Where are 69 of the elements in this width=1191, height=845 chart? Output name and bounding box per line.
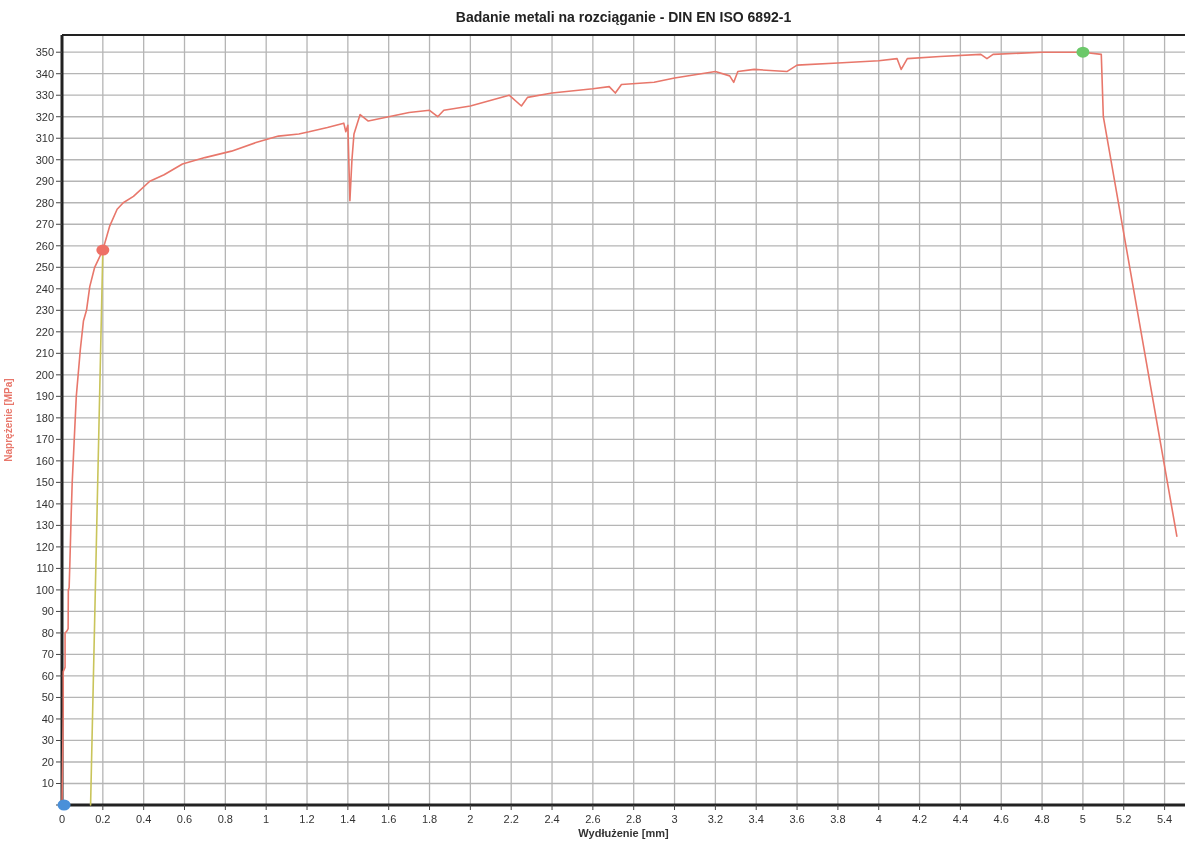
y-tick-label: 60 xyxy=(41,669,54,682)
x-tick-label: 4.4 xyxy=(952,813,969,825)
x-tick-label: 3.6 xyxy=(789,813,805,825)
x-tick-label: 3.4 xyxy=(748,813,764,825)
y-tick-label: 340 xyxy=(35,67,54,80)
y-tick-label: 50 xyxy=(41,691,54,704)
y-tick-label: 200 xyxy=(35,368,54,381)
y-tick-label: 190 xyxy=(35,390,54,403)
x-tick-label: 2.8 xyxy=(626,813,642,825)
y-tick-label: 220 xyxy=(35,325,54,338)
y-tick-label: 330 xyxy=(35,89,54,102)
x-tick-label: 4.8 xyxy=(1034,813,1050,825)
y-tick-label: 140 xyxy=(35,497,54,510)
y-tick-label: 40 xyxy=(41,712,54,725)
y-tick-label: 260 xyxy=(35,239,54,252)
x-tick-label: 5.4 xyxy=(1156,813,1173,825)
x-tick-label: 2.6 xyxy=(585,813,601,825)
point xyxy=(57,799,71,811)
x-tick-label: 2.4 xyxy=(544,813,560,825)
x-tick-label: 4.2 xyxy=(911,813,928,825)
y-tick-label: 250 xyxy=(35,261,54,274)
x-tick-label: 0.6 xyxy=(176,813,193,825)
y-tick-label: 160 xyxy=(35,454,54,467)
point xyxy=(96,244,110,256)
x-tick-label: 1.6 xyxy=(381,813,397,825)
x-tick-label: 3.8 xyxy=(830,813,846,825)
x-tick-label: 0.2 xyxy=(95,813,111,825)
x-axis-title: Wydłużenie [mm] xyxy=(578,827,669,839)
y-tick-label: 70 xyxy=(41,648,54,661)
point xyxy=(1076,46,1090,58)
y-tick-label: 90 xyxy=(41,605,54,618)
y-tick-label: 270 xyxy=(35,218,54,231)
y-tick-label: 150 xyxy=(35,476,54,489)
y-tick-label: 80 xyxy=(41,626,54,639)
y-tick-label: 230 xyxy=(35,304,54,317)
x-tick-label: 0.4 xyxy=(136,813,152,825)
y-tick-label: 280 xyxy=(35,196,54,209)
y-tick-label: 110 xyxy=(36,562,54,575)
x-tick-label: 0 xyxy=(58,813,66,825)
x-tick-label: 1.4 xyxy=(340,813,356,825)
y-tick-label: 10 xyxy=(41,777,54,790)
x-tick-label: 5.2 xyxy=(1116,813,1132,825)
x-tick-label: 2 xyxy=(467,813,474,825)
x-tick-label: 1.2 xyxy=(299,813,315,825)
y-tick-label: 240 xyxy=(35,282,54,295)
y-tick-label: 350 xyxy=(35,46,54,59)
y-tick-label: 320 xyxy=(35,110,54,123)
x-tick-label: 1 xyxy=(263,813,270,825)
chart-title: Badanie metali na rozciąganie - DIN EN ISO 6892-1 xyxy=(455,9,792,25)
x-tick-label: 3 xyxy=(671,813,678,825)
y-tick-label: 120 xyxy=(35,540,54,553)
y-tick-label: 20 xyxy=(41,755,54,768)
y-axis-title: Naprężenie [MPa] xyxy=(3,378,14,462)
y-tick-label: 290 xyxy=(35,175,54,188)
y-tick-label: 100 xyxy=(35,583,54,596)
x-tick-label: 3.2 xyxy=(707,813,724,825)
x-tick-label: 0.8 xyxy=(217,813,233,825)
y-tick-label: 310 xyxy=(35,132,54,145)
y-tick-label: 300 xyxy=(35,153,54,166)
x-tick-label: 5 xyxy=(1079,813,1086,825)
y-tick-label: 30 xyxy=(41,734,54,747)
y-tick-label: 210 xyxy=(35,347,54,360)
y-tick-label: 180 xyxy=(35,411,54,424)
x-tick-label: 4 xyxy=(875,813,882,825)
x-tick-label: 1.8 xyxy=(421,813,438,825)
x-tick-label: 2.2 xyxy=(503,813,519,825)
y-tick-label: 130 xyxy=(35,519,54,532)
y-tick-label: 170 xyxy=(35,433,54,446)
x-tick-label: 4.6 xyxy=(993,813,1009,825)
